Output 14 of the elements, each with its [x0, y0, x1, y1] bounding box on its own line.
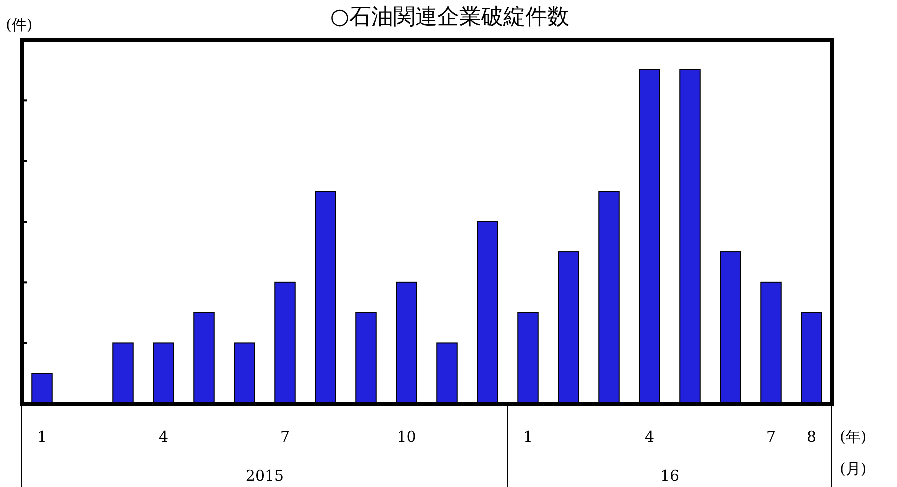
x-tick-label: 4	[158, 428, 169, 446]
x-tick-label: 7	[280, 428, 290, 446]
chart-title: ○石油関連企業破綻件数	[330, 5, 570, 30]
x-tick-label: 8	[806, 428, 817, 446]
x-tick-label: 1	[523, 428, 534, 446]
x-tick-label: 1	[37, 428, 48, 446]
text: 2015	[246, 467, 284, 485]
x-tick-label: 7	[766, 428, 776, 446]
x-tick-label: 4	[644, 428, 655, 446]
text: (月)	[840, 460, 867, 478]
x-tick-label: 10	[397, 428, 416, 446]
y-axis-title: (件)	[6, 16, 33, 34]
text: 16	[660, 467, 680, 485]
x-axis-title: (年)	[840, 428, 867, 446]
